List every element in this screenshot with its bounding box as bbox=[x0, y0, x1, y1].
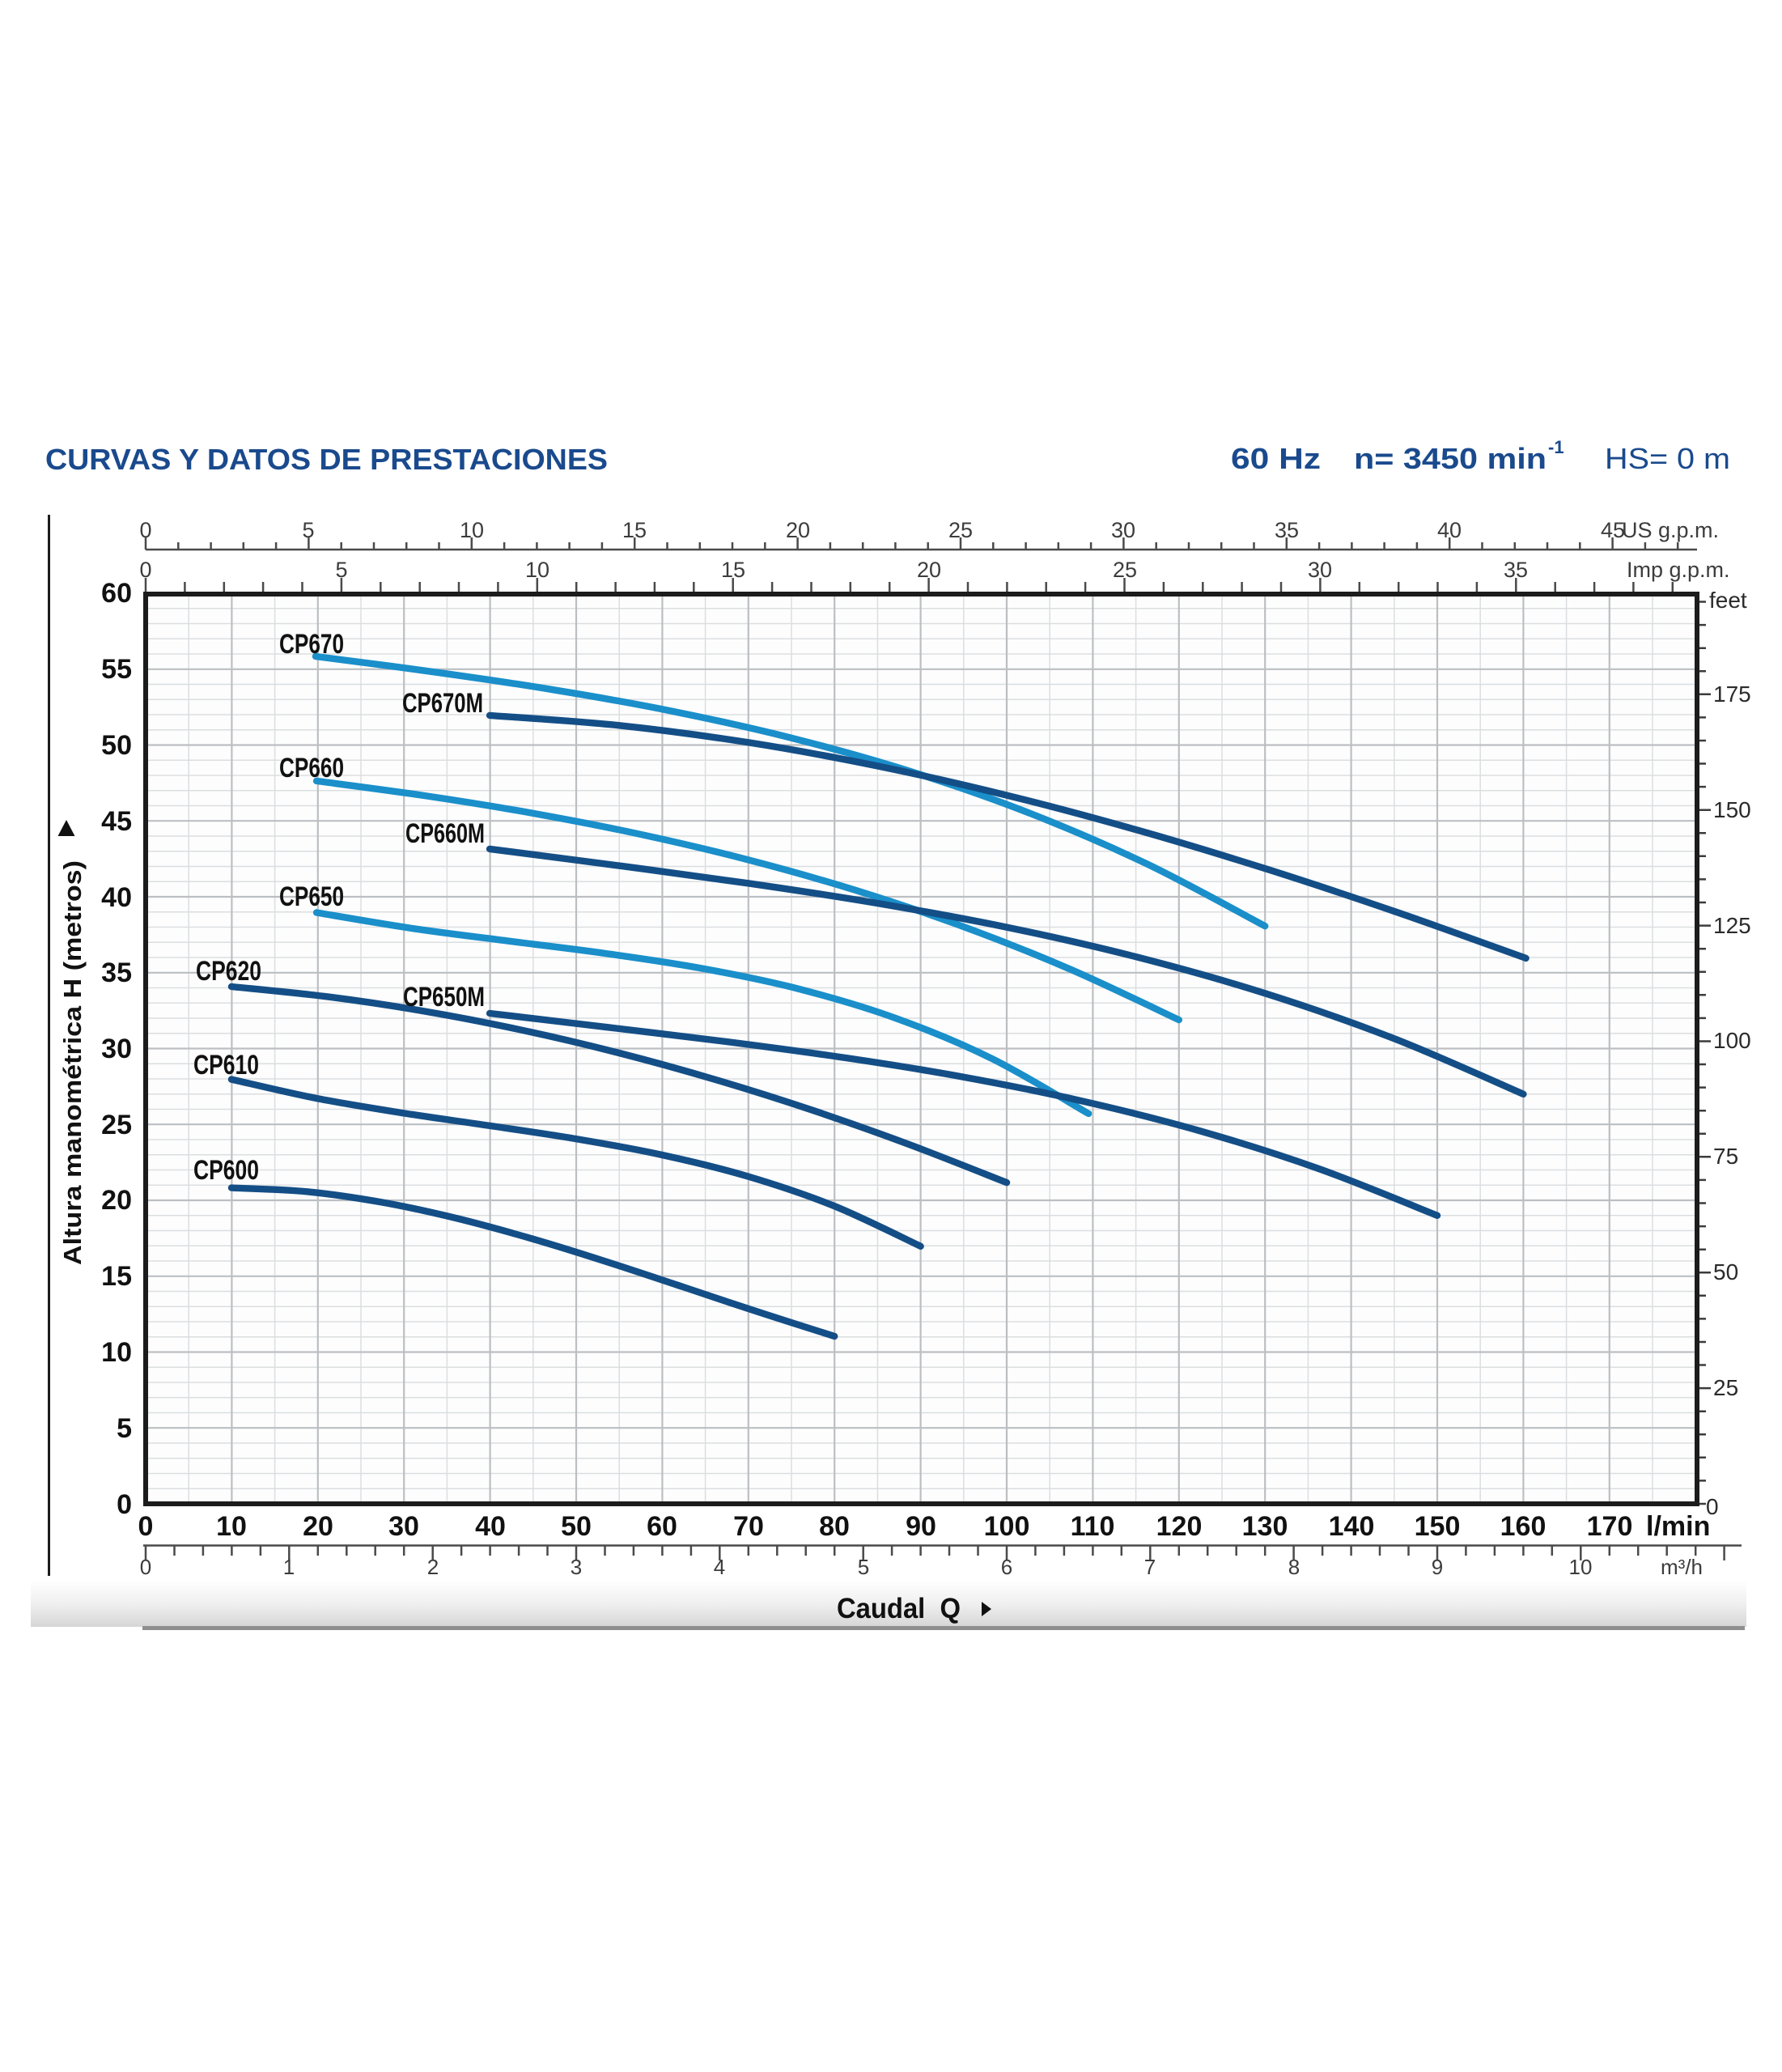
svg-text:4: 4 bbox=[714, 1555, 725, 1579]
svg-text:CP610: CP610 bbox=[193, 1050, 259, 1081]
svg-text:50: 50 bbox=[1713, 1259, 1738, 1284]
svg-text:45: 45 bbox=[1601, 518, 1625, 542]
svg-text:150: 150 bbox=[1415, 1511, 1461, 1542]
svg-text:55: 55 bbox=[101, 654, 132, 685]
svg-text:60 Hz: 60 Hz bbox=[1231, 442, 1321, 475]
svg-text:5: 5 bbox=[335, 558, 347, 582]
svg-text:5: 5 bbox=[117, 1413, 132, 1444]
svg-text:CP650: CP650 bbox=[279, 881, 344, 912]
svg-text:30: 30 bbox=[1111, 518, 1135, 542]
svg-text:10: 10 bbox=[101, 1337, 132, 1368]
svg-text:15: 15 bbox=[101, 1261, 132, 1292]
svg-text:HS= 0 m: HS= 0 m bbox=[1605, 442, 1730, 475]
svg-text:30: 30 bbox=[101, 1034, 132, 1064]
svg-text:3: 3 bbox=[571, 1555, 582, 1579]
svg-text:50: 50 bbox=[101, 730, 132, 761]
svg-text:m³/h: m³/h bbox=[1661, 1555, 1703, 1579]
svg-text:25: 25 bbox=[1113, 558, 1137, 582]
svg-text:100: 100 bbox=[1713, 1028, 1751, 1053]
svg-text:30: 30 bbox=[1308, 558, 1332, 582]
svg-text:60: 60 bbox=[647, 1511, 677, 1542]
svg-text:10: 10 bbox=[1569, 1555, 1593, 1579]
svg-text:40: 40 bbox=[475, 1511, 506, 1542]
svg-text:30: 30 bbox=[388, 1511, 419, 1542]
svg-text:0: 0 bbox=[138, 1511, 154, 1542]
svg-text:8: 8 bbox=[1288, 1555, 1300, 1579]
svg-text:feet: feet bbox=[1709, 588, 1747, 613]
svg-text:175: 175 bbox=[1713, 681, 1751, 707]
svg-text:CP670: CP670 bbox=[279, 629, 344, 660]
svg-text:10: 10 bbox=[216, 1511, 247, 1542]
svg-text:20: 20 bbox=[101, 1185, 132, 1216]
svg-text:75: 75 bbox=[1713, 1144, 1738, 1169]
svg-text:25: 25 bbox=[1713, 1375, 1738, 1400]
svg-text:35: 35 bbox=[1504, 558, 1528, 582]
svg-text:25: 25 bbox=[101, 1110, 132, 1140]
svg-text:Altura manométrica H (metros): Altura manométrica H (metros) bbox=[58, 860, 87, 1265]
svg-text:n= 3450 min: n= 3450 min bbox=[1354, 442, 1547, 475]
svg-text:20: 20 bbox=[917, 558, 941, 582]
svg-text:120: 120 bbox=[1156, 1511, 1203, 1542]
svg-text:10: 10 bbox=[460, 518, 484, 542]
svg-text:15: 15 bbox=[622, 518, 647, 542]
svg-text:40: 40 bbox=[1437, 518, 1462, 542]
svg-text:160: 160 bbox=[1500, 1511, 1547, 1542]
svg-text:9: 9 bbox=[1432, 1555, 1443, 1579]
svg-text:CP660: CP660 bbox=[279, 753, 344, 783]
svg-text:20: 20 bbox=[786, 518, 810, 542]
svg-text:CP660M: CP660M bbox=[405, 818, 485, 849]
svg-text:Imp g.p.m.: Imp g.p.m. bbox=[1627, 558, 1730, 582]
svg-text:130: 130 bbox=[1242, 1511, 1288, 1542]
svg-text:0: 0 bbox=[117, 1489, 132, 1520]
svg-text:0: 0 bbox=[139, 558, 151, 582]
svg-text:CURVAS Y DATOS DE PRESTACIONES: CURVAS Y DATOS DE PRESTACIONES bbox=[45, 443, 608, 476]
svg-text:60: 60 bbox=[101, 578, 132, 609]
svg-text:35: 35 bbox=[101, 957, 132, 988]
svg-text:150: 150 bbox=[1713, 797, 1751, 822]
svg-text:20: 20 bbox=[303, 1511, 333, 1542]
svg-text:45: 45 bbox=[101, 806, 132, 837]
svg-text:40: 40 bbox=[101, 882, 132, 913]
svg-text:170: 170 bbox=[1587, 1511, 1633, 1542]
svg-text:0: 0 bbox=[1706, 1494, 1719, 1519]
svg-text:5: 5 bbox=[858, 1555, 869, 1579]
svg-text:CP670M: CP670M bbox=[402, 688, 483, 719]
svg-text:90: 90 bbox=[906, 1511, 936, 1542]
svg-text:100: 100 bbox=[984, 1511, 1030, 1542]
svg-text:CP620: CP620 bbox=[196, 956, 261, 987]
svg-text:5: 5 bbox=[302, 518, 314, 542]
svg-text:15: 15 bbox=[721, 558, 745, 582]
svg-text:25: 25 bbox=[948, 518, 973, 542]
svg-text:6: 6 bbox=[1001, 1555, 1012, 1579]
svg-text:10: 10 bbox=[525, 558, 549, 582]
svg-text:125: 125 bbox=[1713, 913, 1751, 938]
svg-text:1: 1 bbox=[283, 1555, 295, 1579]
svg-text:US g.p.m.: US g.p.m. bbox=[1622, 518, 1719, 542]
svg-text:80: 80 bbox=[819, 1511, 850, 1542]
svg-text:0: 0 bbox=[140, 1555, 151, 1579]
svg-text:110: 110 bbox=[1071, 1511, 1115, 1542]
svg-text:50: 50 bbox=[561, 1511, 592, 1542]
svg-text:70: 70 bbox=[733, 1511, 764, 1542]
svg-text:2: 2 bbox=[427, 1555, 439, 1579]
svg-text:-1: -1 bbox=[1548, 437, 1564, 457]
svg-text:7: 7 bbox=[1144, 1555, 1156, 1579]
svg-text:35: 35 bbox=[1275, 518, 1299, 542]
svg-text:CP650M: CP650M bbox=[403, 982, 485, 1013]
svg-text:Caudal Q: Caudal Q bbox=[837, 1593, 961, 1624]
svg-text:l/min: l/min bbox=[1646, 1511, 1710, 1542]
svg-text:0: 0 bbox=[139, 518, 151, 542]
svg-text:140: 140 bbox=[1329, 1511, 1375, 1542]
svg-text:CP600: CP600 bbox=[193, 1155, 259, 1186]
